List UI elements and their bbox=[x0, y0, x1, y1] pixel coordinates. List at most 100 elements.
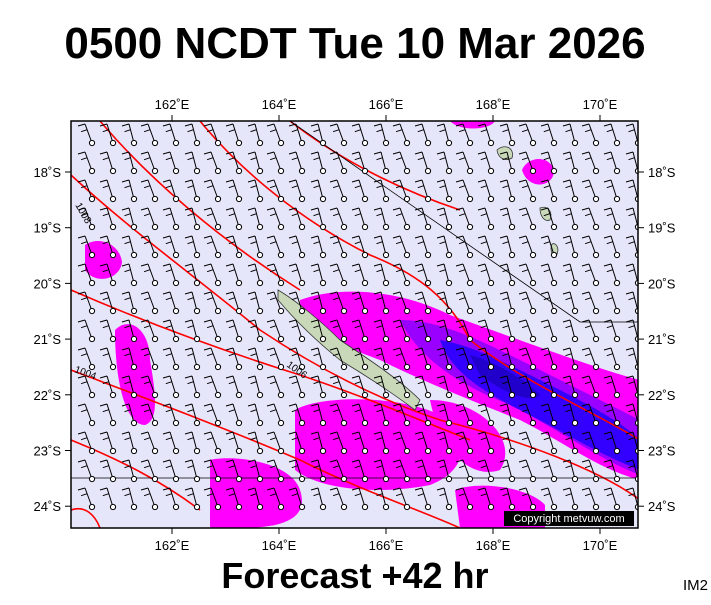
station bbox=[361, 363, 369, 371]
lat-label: 23˚S bbox=[34, 444, 62, 459]
station bbox=[277, 279, 285, 287]
barb bbox=[288, 459, 303, 480]
station bbox=[487, 251, 495, 259]
station bbox=[571, 307, 579, 315]
station bbox=[487, 307, 495, 315]
station bbox=[613, 139, 621, 147]
station bbox=[256, 475, 264, 483]
barb bbox=[184, 375, 198, 396]
barb bbox=[540, 375, 555, 396]
station bbox=[340, 391, 348, 399]
station bbox=[508, 419, 516, 427]
station bbox=[193, 335, 201, 343]
barb bbox=[99, 347, 114, 368]
lon-label: 164˚E bbox=[262, 97, 297, 112]
station bbox=[214, 195, 222, 203]
barb bbox=[99, 319, 114, 340]
station bbox=[298, 447, 306, 455]
barb bbox=[247, 347, 261, 368]
station bbox=[613, 391, 621, 399]
barb bbox=[562, 123, 576, 144]
station bbox=[571, 139, 579, 147]
station bbox=[172, 335, 180, 343]
barb bbox=[121, 403, 135, 424]
station bbox=[529, 307, 537, 315]
barb bbox=[203, 431, 219, 452]
station bbox=[382, 279, 390, 287]
barb bbox=[436, 207, 450, 228]
lon-label: 166˚E bbox=[369, 538, 404, 553]
barb bbox=[288, 179, 303, 200]
barb bbox=[625, 235, 638, 256]
barb bbox=[581, 263, 597, 284]
barb bbox=[99, 431, 114, 452]
barb bbox=[247, 123, 261, 144]
barb bbox=[121, 235, 135, 256]
station bbox=[319, 223, 327, 231]
station bbox=[277, 167, 285, 175]
station bbox=[214, 363, 222, 371]
barb bbox=[162, 319, 177, 340]
station bbox=[487, 391, 495, 399]
station bbox=[319, 139, 327, 147]
barb bbox=[499, 179, 513, 200]
barb bbox=[140, 179, 156, 200]
station bbox=[466, 279, 474, 287]
station bbox=[214, 391, 222, 399]
barb bbox=[184, 263, 198, 284]
barb bbox=[603, 123, 618, 144]
barb bbox=[225, 375, 240, 396]
barb bbox=[603, 319, 618, 340]
barb bbox=[392, 459, 408, 480]
station bbox=[529, 251, 537, 259]
barb bbox=[392, 487, 408, 508]
barb bbox=[351, 263, 366, 284]
barb bbox=[562, 291, 576, 312]
station bbox=[445, 195, 453, 203]
station bbox=[193, 195, 201, 203]
barb bbox=[203, 263, 219, 284]
barb bbox=[373, 459, 387, 480]
station bbox=[508, 251, 516, 259]
barb bbox=[540, 179, 555, 200]
station bbox=[361, 195, 369, 203]
barb bbox=[603, 179, 618, 200]
barb bbox=[310, 291, 324, 312]
station bbox=[466, 251, 474, 259]
barb bbox=[436, 123, 450, 144]
barb bbox=[414, 123, 429, 144]
barb bbox=[288, 347, 303, 368]
barb bbox=[203, 319, 219, 340]
station bbox=[487, 419, 495, 427]
copyright: Copyright metvuw.com bbox=[513, 513, 624, 525]
station bbox=[298, 195, 306, 203]
barb bbox=[477, 207, 492, 228]
station bbox=[130, 139, 138, 147]
barb bbox=[518, 263, 534, 284]
barb bbox=[77, 347, 93, 368]
station bbox=[424, 279, 432, 287]
barb bbox=[499, 347, 513, 368]
barb bbox=[518, 123, 534, 144]
lat-label: 21˚S bbox=[34, 332, 62, 347]
station bbox=[277, 307, 285, 315]
barb bbox=[499, 375, 513, 396]
barb bbox=[625, 319, 638, 340]
station bbox=[571, 167, 579, 175]
barb bbox=[310, 263, 324, 284]
station bbox=[613, 307, 621, 315]
lat-label: 22˚S bbox=[34, 388, 62, 403]
station bbox=[403, 503, 411, 511]
barb bbox=[414, 263, 429, 284]
barb bbox=[562, 431, 576, 452]
barb bbox=[121, 347, 135, 368]
barb bbox=[266, 235, 282, 256]
barb bbox=[329, 375, 345, 396]
barb bbox=[603, 403, 618, 424]
barb bbox=[455, 347, 471, 368]
barb bbox=[77, 123, 93, 144]
barb bbox=[266, 263, 282, 284]
barb bbox=[414, 403, 429, 424]
barb bbox=[603, 263, 618, 284]
